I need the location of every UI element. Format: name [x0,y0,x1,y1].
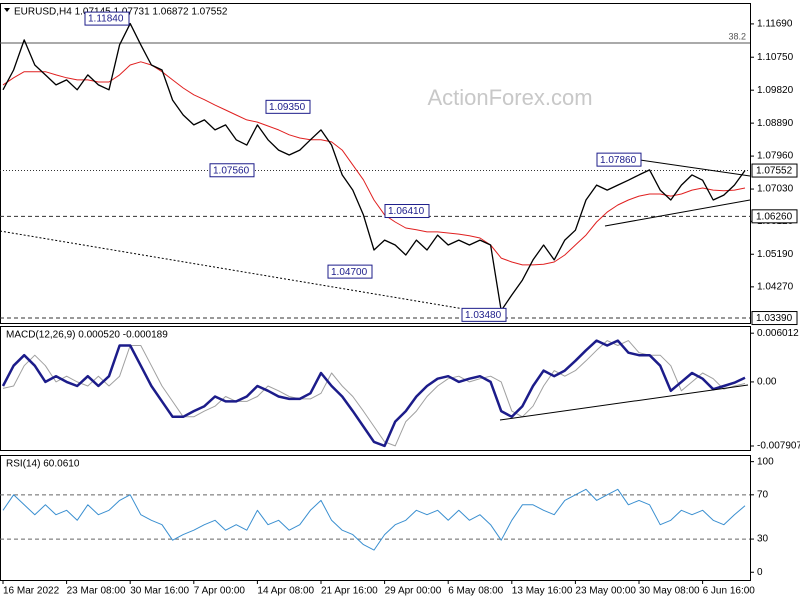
menu-icon [4,8,10,12]
panel-frame [0,455,751,581]
panel-frame [0,326,751,451]
annotation-box [209,163,255,178]
series-line [2,61,746,266]
level-box [751,163,798,178]
annotation-label: 1.06410 [388,206,425,217]
y-tick-label: 0.00 [757,377,777,388]
annotation-label: 1.07860 [600,155,637,166]
x-tick-label: 7 Apr 00:00 [194,586,246,597]
y-tick-label: -0.007907 [757,441,800,452]
trend-line [639,159,751,177]
trend-line [0,230,471,311]
level-label: 1.07552 [756,166,793,177]
annotation-label: 1.11840 [88,14,124,25]
trend-line [499,384,749,421]
annotation-label: 1.04700 [331,267,368,278]
annotation-box [84,11,130,26]
x-tick-label: 23 May 00:00 [575,586,636,597]
level-box [751,209,798,224]
fib-label: 38.2 [728,31,746,41]
x-tick-label: 30 May 08:00 [639,586,700,597]
annotation-box [327,264,373,279]
y-tick-label: 100 [757,456,774,467]
y-tick-label: 1.04270 [757,281,794,292]
y-tick-label: 1.11690 [757,19,793,30]
annotation-label: 1.07560 [213,165,250,176]
series-line [2,22,746,312]
x-tick-label: 23 Mar 08:00 [67,586,126,597]
x-tick-label: 6 Jun 16:00 [703,586,756,597]
x-tick-label: 29 Apr 00:00 [385,586,442,597]
y-tick-label: 1.05190 [757,249,794,260]
panel-frame [0,3,751,324]
y-tick-label: 1.07030 [757,184,794,195]
y-tick-label: 1.07960 [757,151,794,162]
y-tick-label: 0 [757,567,763,578]
series-line [2,488,746,551]
y-tick-label: 0.006012 [757,328,799,339]
y-tick-label: 1.08890 [757,118,794,129]
x-tick-label: 21 Apr 16:00 [321,586,378,597]
x-tick-label: 13 May 16:00 [512,586,573,597]
annotation-box [596,152,642,167]
panel-title: MACD(12,26,9) 0.000520 -0.000189 [6,330,168,341]
annotation-label: 1.09350 [269,102,306,113]
level-label: 1.03390 [756,313,793,324]
annotation-box [265,99,311,114]
y-tick-label: 70 [757,489,769,500]
annotation-label: 1.03480 [465,310,502,321]
x-tick-label: 16 Mar 2022 [3,586,60,597]
annotation-box [384,204,430,219]
x-tick-label: 14 Apr 08:00 [257,586,314,597]
watermark: ActionForex.com [427,85,592,110]
y-tick-label: 1.09820 [757,85,794,96]
y-tick-label: 30 [757,534,769,545]
x-tick-label: 6 May 08:00 [448,586,503,597]
panel-title: RSI(14) 60.0610 [6,459,80,470]
level-label: 1.06260 [756,211,793,222]
level-box [751,311,798,326]
series-line [1,339,746,448]
trend-line [604,199,751,227]
x-tick-label: 30 Mar 16:00 [130,586,189,597]
y-tick-label: 1.10750 [757,52,794,63]
annotation-box [461,307,507,322]
